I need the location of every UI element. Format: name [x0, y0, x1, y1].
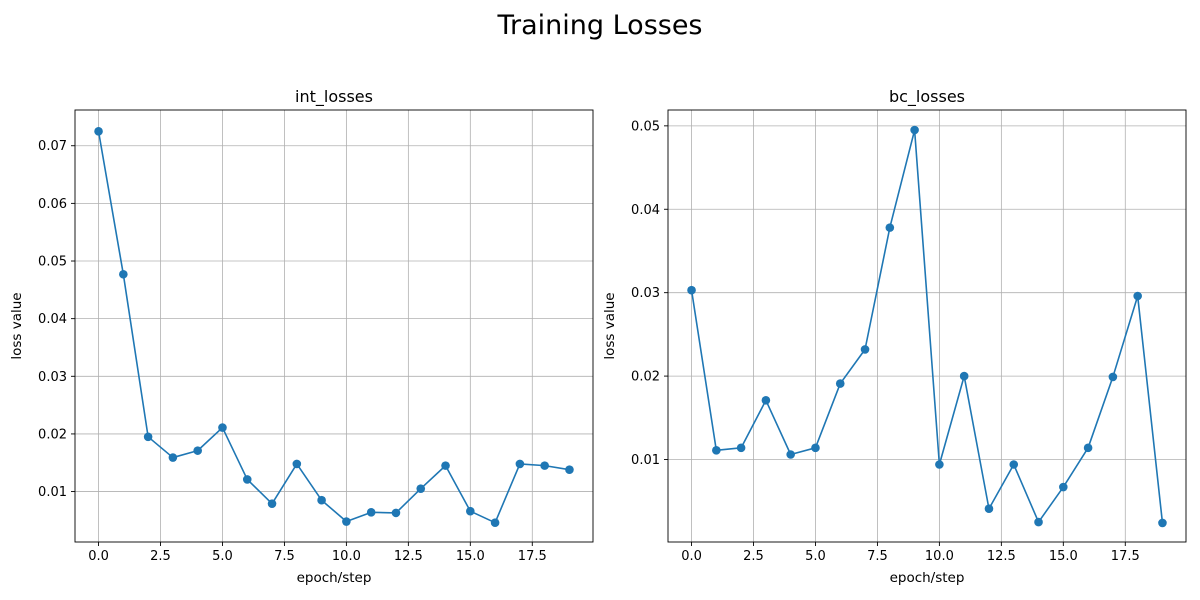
bc-losses-xtick-label-5: 12.5 [987, 549, 1016, 564]
int-losses-y-axis-label: loss value [9, 292, 25, 359]
bc-losses-data-point-17 [1108, 372, 1118, 382]
bc-losses-ytick-label-2: 0.03 [631, 286, 660, 301]
int-losses-ytick-label-4: 0.05 [38, 255, 67, 270]
int-losses-xtick-label-5: 12.5 [394, 549, 423, 564]
int-losses-ytick-label-2: 0.03 [38, 370, 67, 385]
int-losses-xtick-label-4: 10.0 [332, 549, 361, 564]
int-losses-data-point-1 [119, 269, 128, 279]
int-losses-data-point-2 [143, 432, 153, 442]
bc-losses-series-line [690, 129, 1164, 523]
bc-losses-data-point-19 [1158, 518, 1167, 528]
int-losses-data-point-3 [168, 453, 178, 462]
int-losses-ytick-label-1: 0.02 [38, 427, 67, 442]
bc-losses-y-axis-label: loss value [602, 292, 618, 359]
bc-losses-xtick-label-1: 2.5 [743, 549, 764, 564]
bc-losses-data-point-1 [712, 446, 721, 455]
bc-losses-xtick-label-0: 0.0 [681, 549, 702, 564]
bc-losses-data-point-12 [984, 504, 994, 514]
int-losses-data-point-4 [193, 446, 202, 455]
int-losses-data-point-16 [490, 518, 500, 527]
bc-losses-data-point-8 [885, 223, 895, 232]
int-losses-ytick-label-6: 0.07 [38, 139, 67, 154]
bc-losses-ytick-label-3: 0.04 [631, 203, 660, 218]
int-losses-data-point-6 [242, 475, 252, 484]
bc-losses-data-point-18 [1133, 291, 1142, 301]
bc-losses-panel-title: bc_losses [889, 87, 965, 107]
bc-losses-data-point-4 [786, 450, 795, 459]
bc-losses-data-point-13 [1009, 460, 1019, 469]
int-losses-panel: 0.0 2.5 5.0 7.5 10.0 12.5 15.0 17.5 0.01 0.02 0.03… [9, 87, 594, 586]
int-losses-x-axis-label: epoch/step [297, 570, 372, 586]
int-losses-data-point-9 [317, 495, 326, 505]
bc-losses-data-point-0 [687, 285, 696, 295]
int-losses-data-point-18 [540, 461, 549, 470]
bc-losses-data-point-14 [1034, 517, 1043, 527]
bc-losses-xtick-label-6: 15.0 [1049, 549, 1078, 564]
bc-losses-data-point-6 [835, 379, 845, 388]
bc-losses-xtick-label-7: 17.5 [1111, 549, 1140, 564]
bc-losses-data-point-5 [811, 443, 820, 453]
bc-losses-xtick-label-4: 10.0 [925, 549, 954, 564]
int-losses-ytick-label-3: 0.04 [38, 312, 67, 327]
int-losses-data-point-13 [416, 484, 426, 493]
int-losses-data-point-10 [342, 517, 351, 526]
bc-losses-x-axis-label: epoch/step [890, 570, 965, 586]
bc-losses-xtick-label-3: 7.5 [867, 549, 888, 564]
bc-losses-ytick-label-4: 0.05 [631, 119, 660, 134]
int-losses-xtick-label-6: 15.0 [456, 549, 485, 564]
bc-losses-data-point-10 [935, 460, 944, 469]
bc-losses-ytick-label-1: 0.02 [631, 370, 660, 385]
int-losses-xtick-label-0: 0.0 [88, 549, 109, 564]
int-losses-series-line [97, 131, 570, 524]
bc-losses-data-point-3 [761, 395, 771, 405]
bc-losses-data-point-11 [959, 371, 969, 381]
bc-losses-axes-frame [667, 109, 1187, 543]
int-losses-axes-frame [74, 109, 594, 543]
int-losses-data-point-17 [515, 459, 525, 469]
int-losses-xtick-label-1: 2.5 [150, 549, 171, 564]
int-losses-data-point-15 [466, 506, 475, 516]
int-losses-xtick-label-2: 5.0 [212, 549, 233, 564]
int-losses-ytick-label-5: 0.06 [38, 197, 67, 212]
int-losses-data-point-8 [292, 459, 302, 469]
int-losses-xtick-label-7: 17.5 [518, 549, 547, 564]
bc-losses-ytick-label-0: 0.01 [631, 453, 660, 468]
int-losses-data-point-12 [391, 508, 401, 518]
int-losses-data-point-7 [267, 499, 277, 508]
bc-losses-data-point-15 [1059, 482, 1068, 492]
bc-losses-xtick-label-2: 5.0 [805, 549, 826, 564]
int-losses-data-point-0 [94, 127, 103, 136]
int-losses-data-point-19 [565, 465, 574, 474]
int-losses-xtick-label-3: 7.5 [274, 549, 295, 564]
int-losses-data-point-5 [218, 423, 227, 432]
bc-losses-data-point-2 [736, 443, 746, 453]
int-losses-data-point-11 [366, 508, 376, 517]
int-losses-data-point-14 [441, 461, 450, 470]
int-losses-panel-title: int_losses [295, 87, 373, 107]
bc-losses-data-point-16 [1083, 443, 1093, 453]
bc-losses-data-point-9 [910, 125, 919, 135]
figure-title: Training Losses [496, 10, 702, 41]
bc-losses-data-point-7 [860, 345, 870, 354]
bc-losses-panel: 0.0 2.5 5.0 7.5 10.0 12.5 15.0 17.5 0.01 0.02 0.03… [602, 87, 1187, 586]
int-losses-ytick-label-0: 0.01 [38, 485, 67, 500]
